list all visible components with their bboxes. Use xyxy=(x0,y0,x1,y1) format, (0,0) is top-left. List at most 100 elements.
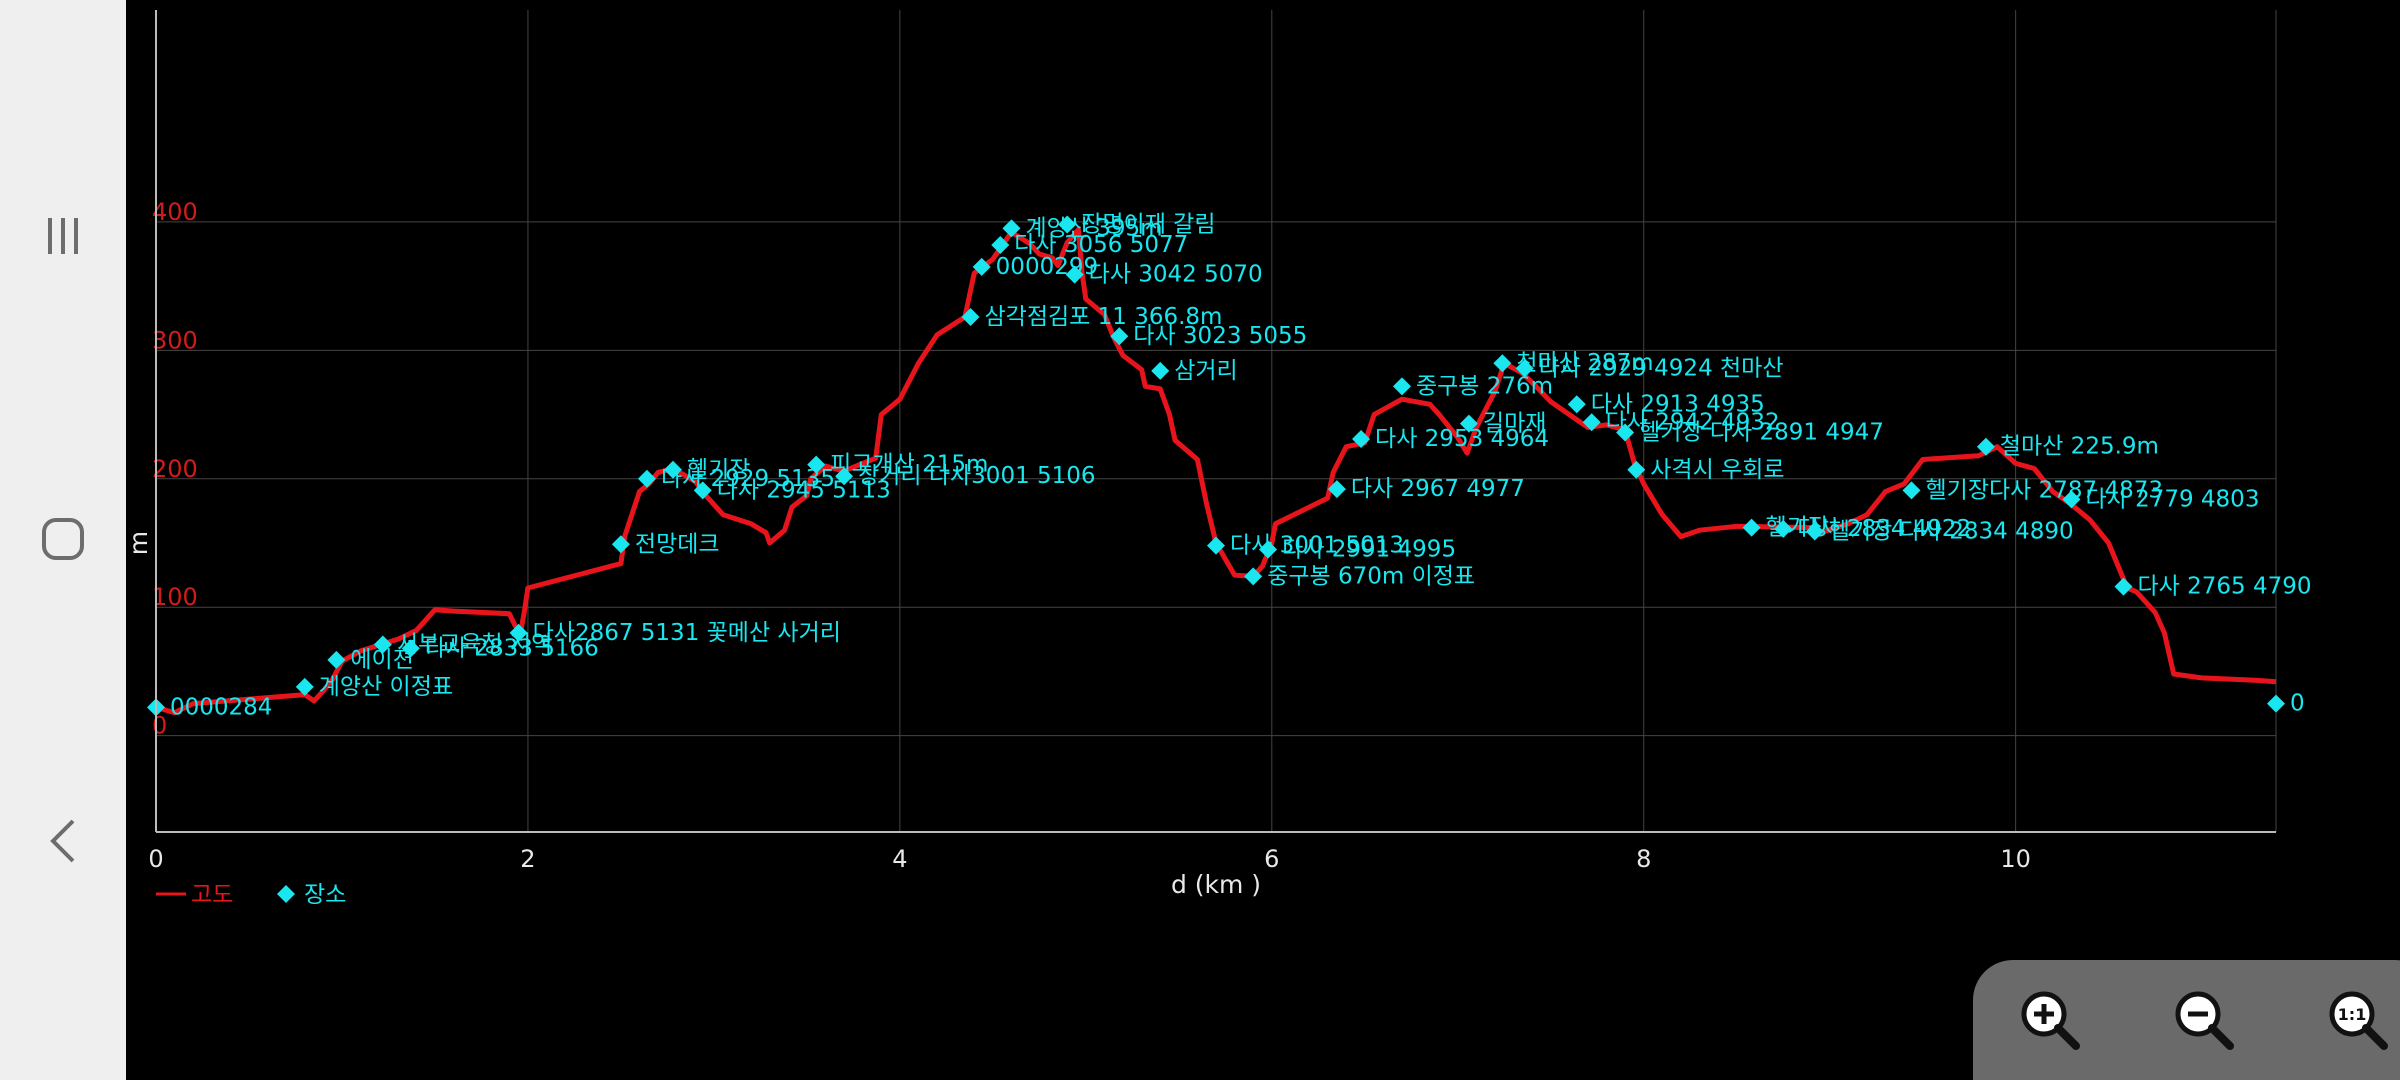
place-label: 다사 2833 5166 xyxy=(425,635,599,661)
place-marker xyxy=(1327,480,1346,499)
place-label: 계양산 이정표 xyxy=(319,674,453,700)
place-label: 다사 2945 5113 xyxy=(717,477,891,503)
elevation-profile-area: 0000284 계양산 이정표 에이젼 서부교육청 지역 다사 2833 5166 다사2… xyxy=(126,0,2400,1080)
place-marker xyxy=(1582,413,1601,432)
elevation-line-layer xyxy=(155,227,2277,716)
place-marker xyxy=(2062,490,2081,509)
place-label: 헬기장 다사 2891 4947 xyxy=(1639,420,1884,446)
place-marker xyxy=(2267,694,2285,713)
chart-grid xyxy=(156,10,2277,832)
place-marker xyxy=(1459,414,1478,433)
chart-legend: 고도 장소 xyxy=(156,882,346,908)
place-marker xyxy=(1065,265,1084,284)
y-tick-label: 300 xyxy=(152,326,198,354)
place-label: 다사 2929 5135 xyxy=(661,466,835,492)
place-marker xyxy=(1742,518,1761,537)
place-marker xyxy=(1259,540,1278,559)
place-marker xyxy=(1515,359,1534,378)
place-label: 천마산 287m xyxy=(1516,350,1653,376)
place-marker xyxy=(1244,567,1263,586)
place-marker xyxy=(1207,536,1225,555)
place-marker xyxy=(373,635,392,654)
legend-marker-swatch xyxy=(277,885,295,903)
place-marker xyxy=(1774,519,1793,538)
zoom-out-button[interactable] xyxy=(2164,980,2244,1060)
place-label: 다사 2834 4922 xyxy=(1797,516,1971,542)
place-label: 피고개산 215m xyxy=(830,452,988,478)
y-axis-label: m xyxy=(126,531,153,555)
place-marker xyxy=(1567,395,1586,414)
x-tick-label: 6 xyxy=(1264,845,1279,873)
place-marker xyxy=(835,467,854,486)
place-label: 다사 2953 4964 xyxy=(1375,426,1549,452)
place-label: 0 xyxy=(2290,691,2305,717)
place-marker xyxy=(1902,481,1921,500)
place-label: 헬기장 xyxy=(687,457,750,483)
y-tick-label: 400 xyxy=(152,198,198,226)
place-marker xyxy=(1392,377,1411,396)
x-axis-label: d (km ) xyxy=(1171,870,1261,899)
place-label: 다사 3056 5077 xyxy=(1014,232,1188,258)
place-marker xyxy=(1002,219,1021,238)
back-icon[interactable] xyxy=(23,801,103,881)
place-label: 다사 2991 4995 xyxy=(1282,536,1456,562)
place-marker xyxy=(1151,361,1170,380)
place-label: 사격시 우회로 xyxy=(1650,457,1784,483)
recent-apps-icon[interactable] xyxy=(23,196,103,276)
place-marker xyxy=(1110,327,1129,346)
place-label: 다사 2779 4803 xyxy=(2085,486,2259,512)
place-marker xyxy=(509,623,528,642)
place-label: 장거리 다사3001 5106 xyxy=(858,463,1096,489)
place-label: 다사 2967 4977 xyxy=(1351,476,1525,502)
place-label: 계양산 395m xyxy=(1025,215,1162,241)
elevation-series-line xyxy=(155,227,2277,716)
place-marker xyxy=(1627,460,1646,479)
place-label: 헬기장 다사 2834 4890 xyxy=(1829,518,2074,544)
place-marker xyxy=(961,307,980,326)
place-marker xyxy=(1805,522,1824,541)
place-label: 삼각점김포 11 366.8m xyxy=(985,304,1223,330)
place-label: 0000284 xyxy=(170,694,272,720)
place-marker xyxy=(1058,215,1077,234)
y-tick-label: 100 xyxy=(152,583,198,611)
place-marker xyxy=(693,481,712,500)
place-label: 다사 2942 4932 xyxy=(1606,409,1780,435)
place-label: 전망데크 xyxy=(635,531,720,557)
legend-marker-label: 장소 xyxy=(304,882,346,908)
place-label: 다사 2765 4790 xyxy=(2138,574,2312,600)
place-marker xyxy=(663,460,682,479)
place-label: 중구봉 276m xyxy=(1416,373,1553,399)
x-tick-label: 10 xyxy=(2000,845,2031,873)
place-marker xyxy=(2114,577,2133,596)
zoom-controls: 1:1 xyxy=(1973,960,2400,1080)
place-label: 다사 3001 5013 xyxy=(1230,533,1404,559)
place-label: 장명이재 갈림 xyxy=(1081,211,1215,237)
place-label: 삼거리 xyxy=(1174,358,1237,384)
place-marker xyxy=(991,236,1010,255)
place-marker xyxy=(1493,354,1512,373)
zoom-reset-icon: 1:1 xyxy=(2329,991,2388,1050)
zoom-in-button[interactable] xyxy=(2010,980,2090,1060)
place-marker xyxy=(1352,429,1371,448)
place-label: 다사 3042 5070 xyxy=(1089,262,1263,288)
y-tick-label: 200 xyxy=(152,455,198,483)
x-tick-label: 0 xyxy=(148,845,163,873)
place-label: 다사 3023 5055 xyxy=(1133,323,1307,349)
place-label: 다사 2913 4935 xyxy=(1591,391,1765,417)
place-label: 서부교육청 지역 xyxy=(397,631,552,657)
place-label: 중구봉 670m 이정표 xyxy=(1267,563,1475,589)
place-label: 길마재 xyxy=(1483,411,1546,437)
place-marker xyxy=(611,535,630,554)
y-tick-label: 0 xyxy=(152,712,167,740)
x-tick-label: 8 xyxy=(1636,845,1651,873)
place-marker xyxy=(637,469,656,488)
zoom-reset-label: 1:1 xyxy=(2338,1005,2367,1024)
place-marker xyxy=(295,677,314,696)
zoom-out-icon xyxy=(2175,991,2234,1050)
home-icon[interactable] xyxy=(23,499,103,579)
zoom-reset-button[interactable]: 1:1 xyxy=(2318,980,2398,1060)
x-tick-label: 4 xyxy=(892,845,907,873)
place-marker xyxy=(327,650,346,669)
